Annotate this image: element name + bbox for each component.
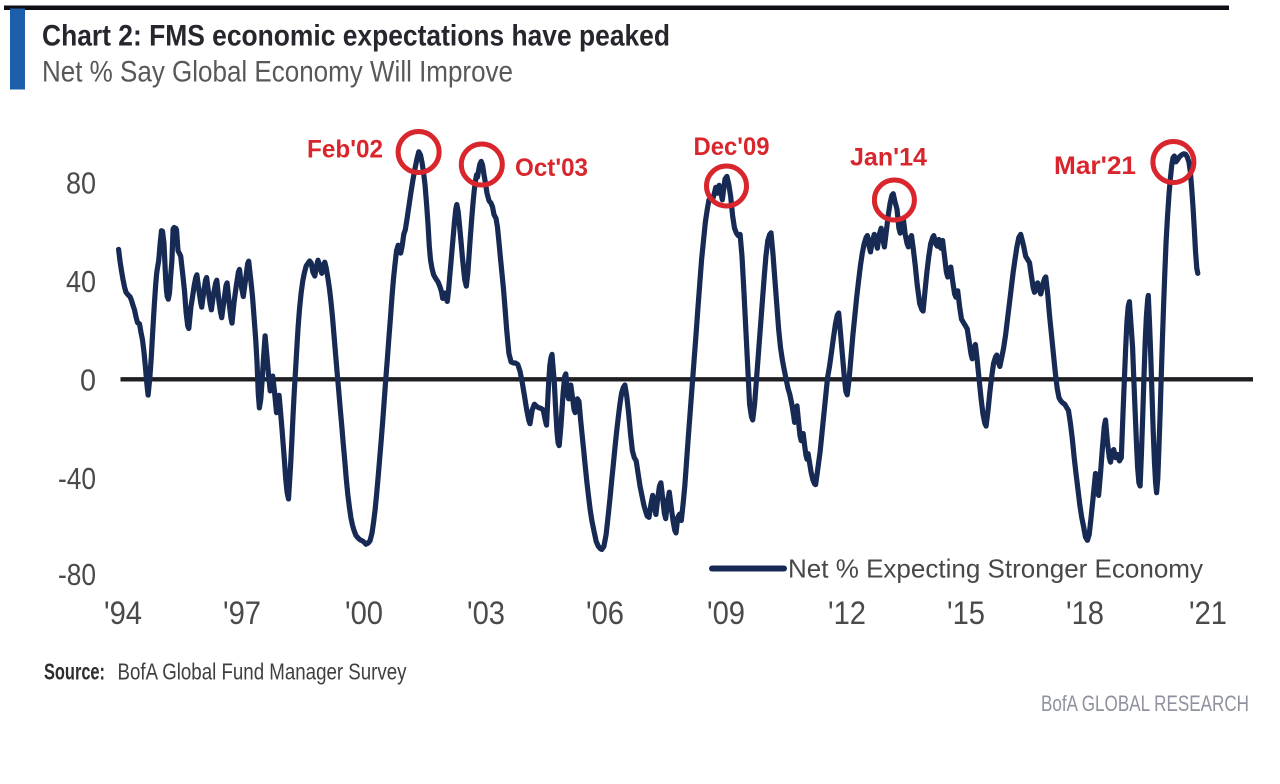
svg-text:40: 40 (66, 264, 96, 299)
svg-text:Net % Expecting Stronger Econo: Net % Expecting Stronger Economy (788, 554, 1203, 584)
svg-text:Net % Say Global Economy Will: Net % Say Global Economy Will Improve (42, 56, 513, 89)
svg-text:BofA GLOBAL RESEARCH: BofA GLOBAL RESEARCH (1041, 691, 1249, 716)
svg-text:'06: '06 (586, 595, 624, 631)
svg-text:Source:: Source: (44, 659, 105, 685)
svg-text:'09: '09 (707, 595, 745, 631)
svg-text:'18: '18 (1066, 595, 1104, 631)
svg-text:Jan'14: Jan'14 (850, 144, 927, 172)
svg-text:-80: -80 (58, 557, 96, 592)
svg-text:Feb'02: Feb'02 (307, 136, 383, 164)
svg-text:Dec'09: Dec'09 (694, 133, 770, 161)
svg-text:Mar'21: Mar'21 (1054, 152, 1136, 180)
svg-text:BofA Global Fund Manager Surve: BofA Global Fund Manager Survey (118, 659, 407, 685)
svg-text:80: 80 (66, 165, 96, 200)
svg-text:'97: '97 (223, 595, 261, 631)
svg-text:Chart 2: FMS economic expectat: Chart 2: FMS economic expectations have … (42, 20, 670, 53)
svg-text:-40: -40 (58, 461, 96, 496)
svg-text:'21: '21 (1189, 595, 1227, 631)
svg-text:0: 0 (80, 363, 96, 398)
svg-text:'12: '12 (828, 595, 866, 631)
svg-text:Oct'03: Oct'03 (515, 154, 588, 182)
svg-text:'03: '03 (467, 595, 505, 631)
svg-text:'00: '00 (345, 595, 383, 631)
svg-text:'15: '15 (947, 595, 985, 631)
svg-text:'94: '94 (104, 595, 142, 631)
